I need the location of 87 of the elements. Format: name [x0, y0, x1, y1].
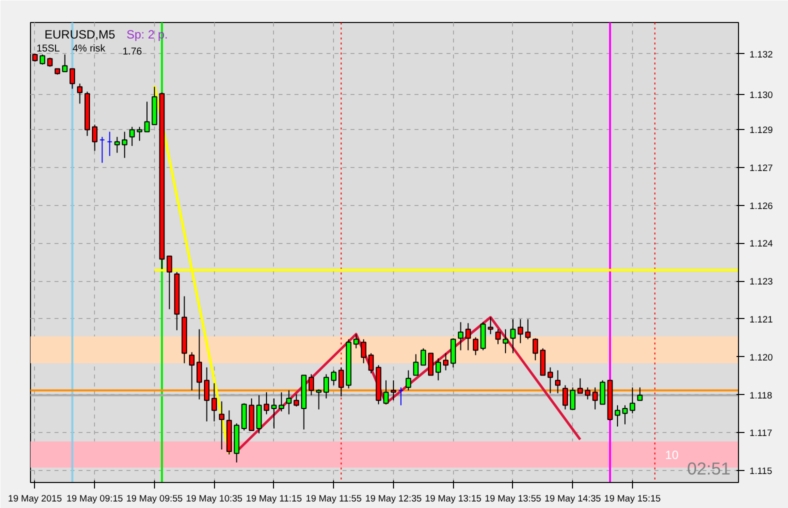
- candlestick: [495, 328, 501, 345]
- candlestick: [144, 101, 150, 132]
- candlestick: [271, 398, 277, 429]
- y-tick-label: 1.120: [750, 352, 773, 362]
- y-tick-label: 1.115: [750, 466, 772, 476]
- candlestick: [502, 328, 508, 354]
- x-tick-label: 19 May 13:15: [424, 494, 482, 504]
- x-tick-label: 19 May 11:15: [246, 494, 302, 504]
- candlestick: [413, 354, 419, 376]
- candlestick: [330, 370, 336, 386]
- annotation: 15SL: [36, 44, 60, 54]
- annotation: 4% risk: [72, 44, 106, 54]
- candlestick: [114, 136, 120, 154]
- annotation: 1.76: [122, 46, 142, 58]
- x-tick-label: 19 May 09:55: [126, 494, 183, 504]
- candlestick: [316, 388, 322, 410]
- y-tick-label: 1.127: [750, 162, 773, 173]
- candlestick: [472, 336, 478, 356]
- candlestick: [92, 124, 98, 152]
- candlestick: [630, 386, 636, 414]
- x-tick-label: 19 May 14:35: [544, 494, 601, 504]
- candlestick: [577, 378, 583, 394]
- candlestick: [368, 352, 374, 374]
- candlestick: [62, 54, 68, 72]
- candlestick: [353, 334, 359, 349]
- y-tick-label: 1.117: [750, 428, 772, 438]
- candlestick: [420, 348, 426, 366]
- candlestick: [592, 386, 598, 410]
- x-tick-label: 19 May 12:35: [365, 494, 422, 504]
- candlestick: [40, 54, 46, 66]
- candlestick: [465, 322, 471, 351]
- candlestick: [308, 374, 314, 396]
- candlestick: [488, 316, 494, 335]
- candlestick: [70, 68, 76, 90]
- x-tick-label: 19 May 13:55: [484, 494, 542, 504]
- y-tick-label: 1.129: [750, 125, 773, 136]
- candlestick: [637, 386, 643, 401]
- x-tick-label: 19 May 10:35: [186, 494, 242, 504]
- chart-title: EURUSD,M5: [44, 28, 116, 42]
- candlestick: [518, 318, 524, 344]
- annotation: 02:51: [687, 458, 731, 478]
- candlestick: [278, 392, 284, 412]
- candlestick: [450, 338, 456, 368]
- candlestick: [360, 338, 366, 364]
- candlestick: [189, 352, 195, 391]
- candlestick: [211, 382, 217, 422]
- candlestick: [286, 390, 292, 415]
- candlestick: [458, 322, 464, 351]
- candlestick: [600, 380, 606, 405]
- y-tick-label: 1.121: [750, 314, 773, 324]
- candlestick: [264, 392, 270, 415]
- x-tick-label: 19 May 15:15: [604, 494, 661, 504]
- candlestick: [562, 384, 568, 410]
- candlestick: [324, 374, 329, 399]
- band-label: 10: [665, 448, 679, 462]
- y-tick-label: 1.118: [750, 390, 772, 400]
- candlestick: [77, 83, 83, 104]
- candlestick: [218, 400, 224, 450]
- candlestick: [555, 370, 561, 394]
- y-tick-label: 1.124: [750, 238, 773, 249]
- candlestick: [548, 366, 554, 394]
- x-tick-label: 19 May 09:15: [66, 494, 123, 504]
- candlestick: [436, 358, 442, 381]
- y-tick-label: 1.132: [750, 49, 773, 60]
- candlestick: [406, 370, 412, 391]
- candlestick: [443, 352, 448, 371]
- candlestick: [196, 328, 202, 400]
- candlestick: [136, 126, 142, 142]
- candlestick: [428, 352, 434, 376]
- candlestick: [570, 386, 576, 410]
- y-tick-label: 1.126: [750, 200, 773, 211]
- candlestick: [532, 338, 538, 361]
- candlestick: [122, 131, 128, 158]
- candlestick: [166, 256, 172, 310]
- candlestick: [584, 386, 590, 400]
- candlestick: [390, 380, 396, 401]
- x-tick-label: 19 May 11:55: [306, 494, 362, 504]
- candlestick: [256, 394, 262, 434]
- x-tick-label: 19 May 2015: [8, 494, 62, 504]
- candlestick: [294, 394, 300, 407]
- candlestick: [129, 126, 135, 146]
- y-tick-label: 1.130: [750, 90, 773, 100]
- candlestick: [383, 380, 389, 404]
- y-tick-label: 1.123: [750, 276, 773, 287]
- candlestick: [525, 318, 531, 340]
- candlestick: [204, 366, 210, 422]
- candlestick: [510, 318, 516, 354]
